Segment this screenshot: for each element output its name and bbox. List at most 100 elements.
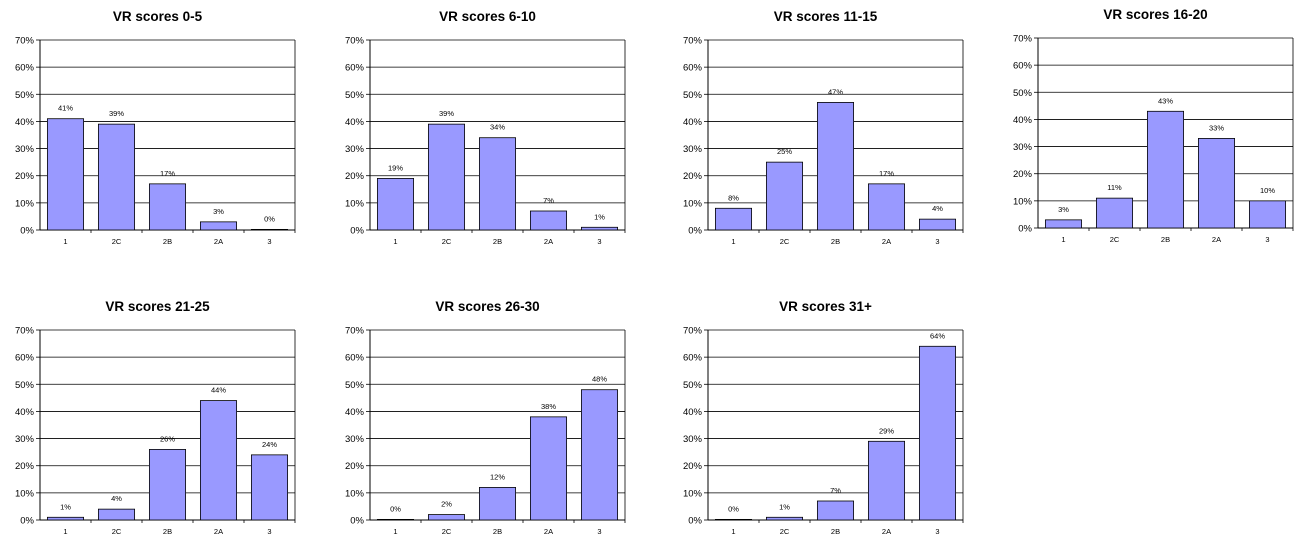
y-tick-label: 70% bbox=[345, 326, 365, 337]
x-tick-label: 2B bbox=[163, 237, 172, 245]
x-tick-label: 2C bbox=[442, 527, 452, 535]
bar bbox=[376, 518, 415, 521]
bar bbox=[714, 518, 753, 521]
data-label: 7% bbox=[543, 196, 554, 205]
y-tick-label: 40% bbox=[15, 117, 35, 128]
data-label: 1% bbox=[594, 212, 605, 221]
y-tick-label: 10% bbox=[345, 488, 365, 499]
bar bbox=[148, 449, 187, 521]
y-tick-label: 10% bbox=[345, 198, 365, 209]
chart-vr-2: VR scores 11-15 0% 10% 20% 30% 40% 50% 60% 70% 8%… bbox=[668, 0, 968, 245]
y-tick-label: 70% bbox=[683, 36, 703, 47]
y-tick-label: 20% bbox=[1013, 169, 1033, 180]
y-tick-label: 60% bbox=[345, 353, 365, 364]
chart-svg: VR scores 6-10 0% 10% 20% 30% 40% 50% 60% 70% 19%… bbox=[345, 9, 626, 245]
y-tick-label: 70% bbox=[15, 326, 35, 337]
y-tick-label: 30% bbox=[683, 434, 703, 445]
y-tick-label: 50% bbox=[683, 90, 703, 101]
x-tick-label: 1 bbox=[1061, 235, 1065, 243]
y-tick-label: 0% bbox=[688, 516, 702, 527]
bar bbox=[816, 102, 855, 231]
data-label: 48% bbox=[592, 375, 607, 384]
chart-vr-1: VR scores 6-10 0% 10% 20% 30% 40% 50% 60% 70% 19%… bbox=[330, 0, 630, 245]
chart-title: VR scores 26-30 bbox=[435, 299, 539, 314]
data-label: 2% bbox=[441, 500, 452, 509]
x-tick-label: 2C bbox=[112, 237, 122, 245]
data-label: 33% bbox=[1209, 123, 1224, 132]
bar bbox=[867, 183, 906, 231]
x-tick-label: 1 bbox=[731, 527, 735, 535]
y-tick-label: 30% bbox=[683, 144, 703, 155]
y-tick-label: 50% bbox=[15, 90, 35, 101]
y-tick-label: 10% bbox=[15, 488, 35, 499]
x-tick-label: 2B bbox=[493, 527, 502, 535]
chart-vr-6: VR scores 31+ 0% 10% 20% 30% 40% 50% 60% 70% 0% 1 1… bbox=[668, 290, 968, 535]
bar bbox=[250, 454, 289, 521]
x-tick-label: 2A bbox=[544, 237, 553, 245]
y-tick-label: 30% bbox=[15, 144, 35, 155]
data-label: 38% bbox=[541, 402, 556, 411]
y-tick-label: 0% bbox=[20, 516, 34, 527]
y-tick-label: 60% bbox=[1013, 61, 1033, 72]
x-tick-label: 2A bbox=[214, 237, 223, 245]
data-label: 25% bbox=[777, 147, 792, 156]
x-tick-label: 1 bbox=[63, 237, 67, 245]
bar bbox=[918, 218, 957, 231]
y-tick-label: 60% bbox=[683, 353, 703, 364]
data-label: 0% bbox=[390, 504, 401, 513]
chart-svg: VR scores 0-50%10%20%30%40%50%60%70%41%1… bbox=[15, 9, 296, 245]
data-label: 43% bbox=[1158, 96, 1173, 105]
data-label: 10% bbox=[1260, 186, 1275, 195]
bar bbox=[478, 137, 517, 231]
x-tick-label: 2C bbox=[112, 527, 122, 535]
chart-title: VR scores 0-5 bbox=[113, 9, 203, 24]
bar bbox=[1044, 219, 1083, 229]
bar bbox=[918, 345, 957, 521]
x-tick-label: 3 bbox=[935, 237, 939, 245]
y-tick-label: 40% bbox=[683, 117, 703, 128]
y-tick-label: 30% bbox=[345, 144, 365, 155]
chart-vr-3: VR scores 16-20 0% 10% 20% 30% 40% 50% 60% 70% 3%… bbox=[998, 0, 1298, 243]
y-tick-label: 40% bbox=[345, 407, 365, 418]
y-tick-label: 0% bbox=[350, 226, 364, 237]
data-label: 17% bbox=[160, 169, 175, 178]
x-tick-label: 2C bbox=[442, 237, 452, 245]
data-label: 39% bbox=[109, 109, 124, 118]
x-tick-label: 2A bbox=[882, 237, 891, 245]
y-tick-label: 20% bbox=[345, 171, 365, 182]
bar bbox=[199, 221, 238, 231]
y-tick-label: 30% bbox=[1013, 142, 1033, 153]
x-tick-label: 1 bbox=[731, 237, 735, 245]
bar bbox=[148, 183, 187, 231]
chart-vr-0: VR scores 0-5 0% 10% 20% 30% 40% 50% 60% 70% 41% 1… bbox=[0, 0, 300, 245]
x-tick-label: 2A bbox=[214, 527, 223, 535]
y-tick-label: 20% bbox=[15, 171, 35, 182]
bar bbox=[1248, 200, 1287, 229]
x-tick-label: 2B bbox=[163, 527, 172, 535]
y-tick-label: 0% bbox=[20, 226, 34, 237]
data-label: 4% bbox=[111, 494, 122, 503]
x-tick-label: 2B bbox=[831, 527, 840, 535]
x-tick-label: 1 bbox=[393, 527, 397, 535]
y-tick-label: 20% bbox=[15, 461, 35, 472]
y-tick-label: 40% bbox=[1013, 115, 1033, 126]
y-tick-label: 60% bbox=[683, 63, 703, 74]
y-tick-label: 30% bbox=[15, 434, 35, 445]
data-label: 47% bbox=[828, 87, 843, 96]
data-label: 29% bbox=[879, 426, 894, 435]
bar bbox=[714, 207, 753, 231]
bar bbox=[816, 500, 855, 521]
bar bbox=[97, 123, 136, 231]
x-tick-label: 3 bbox=[267, 527, 271, 535]
y-tick-label: 50% bbox=[345, 90, 365, 101]
bar bbox=[867, 440, 906, 521]
data-label: 4% bbox=[932, 204, 943, 213]
bar bbox=[250, 228, 289, 231]
x-tick-label: 2B bbox=[493, 237, 502, 245]
y-tick-label: 50% bbox=[1013, 88, 1033, 99]
y-tick-label: 60% bbox=[15, 63, 35, 74]
data-label: 11% bbox=[1107, 183, 1122, 192]
y-tick-label: 0% bbox=[1018, 224, 1032, 235]
y-tick-label: 70% bbox=[1013, 34, 1033, 45]
chart-title: VR scores 6-10 bbox=[439, 9, 536, 24]
